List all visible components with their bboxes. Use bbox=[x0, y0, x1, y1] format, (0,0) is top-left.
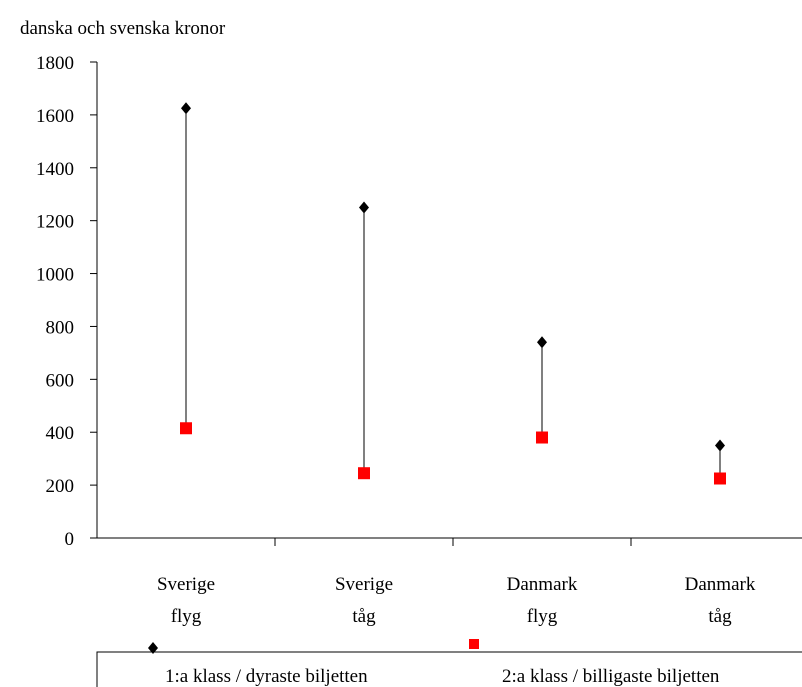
square-marker bbox=[536, 431, 548, 444]
x-tick-label: tåg bbox=[352, 606, 376, 627]
y-tick-label: 200 bbox=[46, 476, 75, 497]
y-tick-label: 1200 bbox=[36, 212, 74, 233]
legend-label: 1:a klass / dyraste biljetten bbox=[165, 666, 368, 687]
square-marker bbox=[714, 472, 726, 485]
y-tick-label: 600 bbox=[46, 370, 75, 391]
legend-label: 2:a klass / billigaste biljetten bbox=[502, 666, 720, 687]
x-tick-label: Danmark bbox=[685, 574, 756, 595]
square-marker bbox=[180, 422, 192, 435]
y-tick-label: 1400 bbox=[36, 159, 74, 180]
chart-title: danska och svenska kronor bbox=[20, 18, 226, 39]
diamond-marker bbox=[537, 336, 547, 349]
y-tick-label: 1800 bbox=[36, 53, 74, 74]
legend-box bbox=[96, 651, 802, 687]
y-tick-label: 400 bbox=[46, 423, 75, 444]
square-marker bbox=[358, 467, 370, 480]
y-tick-label: 800 bbox=[46, 317, 75, 338]
x-tick-label: flyg bbox=[527, 606, 558, 627]
x-tick-label: Danmark bbox=[507, 574, 578, 595]
diamond-marker bbox=[181, 102, 191, 115]
y-tick-label: 0 bbox=[65, 529, 75, 550]
legend-marker bbox=[148, 642, 158, 654]
diamond-marker bbox=[715, 439, 725, 452]
x-tick-label: Sverige bbox=[335, 574, 393, 595]
y-tick-label: 1000 bbox=[36, 265, 74, 286]
diamond-marker bbox=[359, 201, 369, 214]
x-tick-label: flyg bbox=[171, 606, 202, 627]
x-tick-label: Sverige bbox=[157, 574, 215, 595]
x-tick-label: tåg bbox=[708, 606, 732, 627]
y-tick-label: 1600 bbox=[36, 106, 74, 127]
legend-marker bbox=[469, 639, 479, 649]
